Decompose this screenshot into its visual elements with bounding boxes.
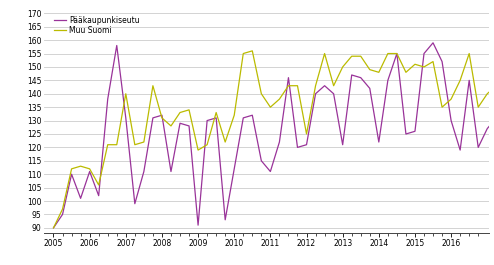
Muu Suomi <box>86 167 92 170</box>
Muu Suomi <box>50 226 56 229</box>
Pääkaupunkiseutu <box>430 41 436 45</box>
Muu Suomi <box>358 55 364 58</box>
Muu Suomi <box>277 98 283 101</box>
Legend: Pääkaupunkiseutu, Muu Suomi: Pääkaupunkiseutu, Muu Suomi <box>53 14 141 37</box>
Pääkaupunkiseutu <box>484 127 490 130</box>
Pääkaupunkiseutu <box>330 92 336 95</box>
Pääkaupunkiseutu <box>213 116 219 120</box>
Pääkaupunkiseutu <box>50 226 56 229</box>
Muu Suomi <box>340 65 346 69</box>
Muu Suomi <box>213 111 219 114</box>
Pääkaupunkiseutu <box>267 170 273 173</box>
Muu Suomi <box>484 92 490 95</box>
Line: Muu Suomi: Muu Suomi <box>53 51 494 228</box>
Muu Suomi <box>249 49 255 52</box>
Pääkaupunkiseutu <box>86 170 92 173</box>
Pääkaupunkiseutu <box>349 73 355 77</box>
Line: Pääkaupunkiseutu: Pääkaupunkiseutu <box>53 43 494 228</box>
